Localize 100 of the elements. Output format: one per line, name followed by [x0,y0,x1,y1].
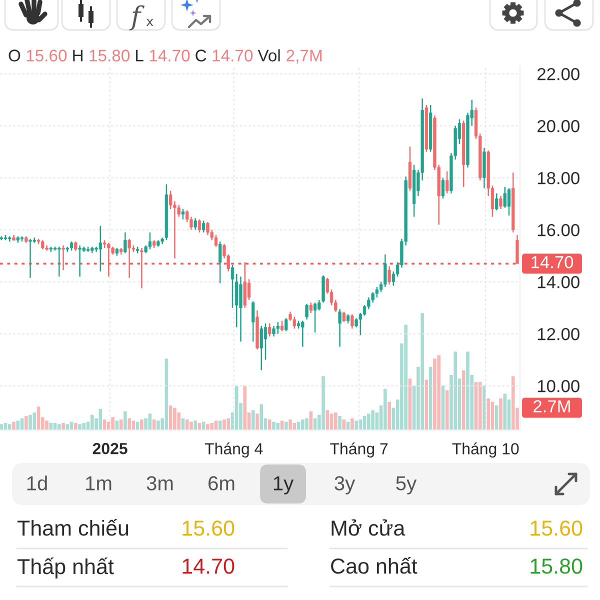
bar [256,414,259,430]
bar [128,418,131,430]
candlestick [346,314,350,324]
bar [305,418,308,430]
candlestick [62,244,65,271]
text: H [73,50,82,62]
candlestick [198,218,202,234]
bar [12,422,16,430]
candlestick [375,286,379,298]
bar [478,382,482,430]
bar [24,416,28,430]
bar [384,389,387,430]
bar [404,324,408,430]
candlestick [342,311,346,323]
candlestick [78,244,82,278]
candlestick [350,314,354,330]
bar [300,419,304,430]
bar [222,419,226,430]
candlestick [354,318,358,328]
y-tick-label: 22.00 [538,68,580,80]
candlestick [181,208,185,220]
bar [210,422,214,430]
candlestick [28,238,32,279]
bar [74,422,78,430]
category-label: 1m [86,476,112,490]
bar [32,412,36,430]
candlestick [206,221,210,236]
candlestick [495,192,498,211]
bar [433,358,436,430]
x-tick-label: Tháng 7 [330,442,388,458]
category-label: 6m [208,476,234,490]
candlestick [128,238,131,279]
bar [190,422,193,430]
text: 2.7M [534,400,570,412]
candlestick [194,217,197,230]
candlestick [441,177,445,200]
bar [334,412,338,430]
bar [466,352,470,430]
y-tick-label: 16.00 [538,224,580,236]
candlestick [309,302,312,314]
bar [272,422,276,430]
y-tick-label: 12.00 [538,328,580,340]
text: 14.70 [212,50,253,62]
bar [288,419,292,430]
candlestick [74,240,78,252]
y-tick-label: 10.00 [538,380,580,392]
ref-line-label: 14.70 [532,256,574,268]
bar [218,420,222,430]
bar [350,418,354,430]
bar [28,414,32,430]
bar [388,402,391,430]
text: 2,7M [286,50,322,64]
y-tick-label: 18.00 [538,172,580,184]
x-tick-label: Tháng 4 [204,442,263,458]
bar [124,411,127,430]
text: 14.70 [150,50,190,62]
bar [276,422,280,430]
x-tick-label: 2025 [92,442,128,454]
data-label: 15.60 [530,520,582,536]
bar [268,419,272,430]
category-label: Mở cửa [332,519,406,536]
candlestick [384,254,387,288]
candlestick [499,195,502,210]
bar [194,420,197,430]
y-tick-label: 14.00 [538,276,580,288]
candlestick [58,246,61,278]
bar [173,408,176,430]
text: 15.80 [90,50,130,62]
candlestick [516,234,519,264]
text: C [196,50,206,62]
candlestick [202,220,206,234]
category-label: Thấp nhất [17,557,114,579]
candlestick [507,188,511,216]
bar [156,420,160,430]
candlestick [305,303,308,320]
bar [58,424,61,430]
candlestick [301,320,304,348]
candlestick [388,266,391,286]
bar [499,398,502,430]
candlestick [276,321,280,334]
candlestick [260,325,263,371]
bar [243,386,247,430]
candlestick [243,262,246,308]
category-label: Tham chiếu [17,519,128,536]
bar [338,416,342,430]
bar [111,417,114,430]
text: O [8,50,20,62]
category-label: 3m [146,476,173,490]
category-label: Cao nhất [331,557,418,574]
candlestick [503,186,506,208]
bar [494,405,498,430]
bar [226,418,230,430]
category-label: 5y [396,476,417,494]
bar [78,424,82,430]
candlestick [268,322,272,338]
text: L [136,50,144,62]
bar [367,414,370,430]
candlestick [140,247,144,289]
bar [441,386,445,430]
candlestick [272,325,276,338]
